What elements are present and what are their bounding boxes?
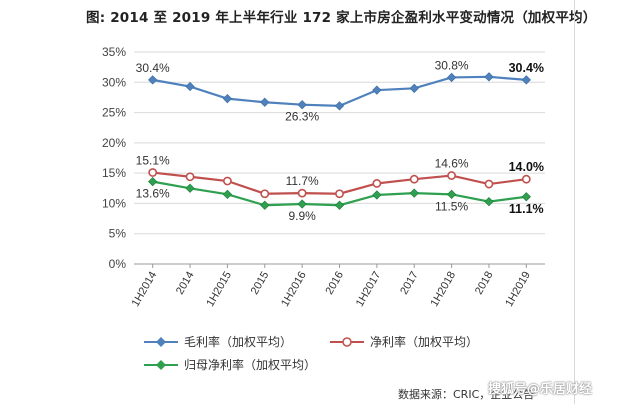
- data-point-1: [185, 172, 195, 182]
- data-point-1: [260, 189, 270, 199]
- legend-label-gross-margin: 毛利率（加权平均）: [184, 335, 293, 349]
- y-tick-label: 10%: [102, 196, 126, 210]
- data-label: 11.7%: [286, 174, 319, 188]
- data-point-2: [297, 199, 307, 209]
- data-point-0: [521, 75, 531, 85]
- data-point-2: [521, 192, 531, 202]
- legend-marker-gross-margin: [144, 336, 178, 347]
- y-tick-label: 0%: [109, 257, 127, 271]
- data-point-0: [222, 94, 233, 104]
- data-label: 30.8%: [435, 58, 469, 72]
- data-label: 30.4%: [136, 61, 170, 75]
- data-label: 11.5%: [435, 199, 468, 213]
- data-label: 26.3%: [285, 110, 319, 124]
- data-point-0: [334, 101, 345, 111]
- data-point-2: [222, 189, 233, 199]
- data-point-2: [409, 188, 419, 198]
- x-tick-label: 2016: [323, 270, 346, 297]
- data-label: 13.6%: [136, 187, 170, 201]
- data-point-0: [484, 72, 494, 82]
- x-tick-label: 1H2016: [279, 270, 309, 309]
- x-tick-label: 1H2019: [503, 270, 533, 309]
- data-label: 15.1%: [136, 154, 170, 168]
- x-tick-label: 1H2014: [130, 270, 160, 309]
- data-point-2: [446, 189, 457, 199]
- y-tick-label: 15%: [102, 166, 126, 180]
- data-point-1: [335, 189, 344, 199]
- x-tick-label: 2018: [473, 270, 496, 297]
- x-tick-label: 1H2017: [354, 270, 384, 309]
- legend-label-net-margin: 净利率（加权平均）: [370, 335, 479, 349]
- data-point-0: [260, 97, 270, 107]
- data-label: 30.4%: [509, 61, 544, 75]
- data-label: 9.9%: [288, 209, 316, 223]
- legend-item-gross-margin: 毛利率（加权平均）: [144, 333, 292, 350]
- x-tick-label: 1H2015: [204, 270, 234, 309]
- data-point-2: [260, 200, 270, 210]
- data-point-2: [148, 176, 158, 187]
- x-tick-label: 2017: [398, 270, 421, 297]
- data-point-1: [447, 171, 456, 180]
- y-tick-label: 20%: [102, 136, 126, 150]
- data-point-2: [185, 183, 195, 193]
- legend-marker-net-margin: [330, 336, 364, 347]
- data-label: 11.1%: [509, 202, 544, 216]
- x-tick-label: 1H2018: [429, 270, 459, 309]
- data-label: 14.6%: [435, 157, 469, 171]
- legend-label-attributable-net-margin: 归母净利率（加权平均）: [184, 358, 317, 372]
- chart-title: 图: 2014 至 2019 年上半年行业 172 家上市房企盈利水平变动情况（…: [86, 10, 597, 26]
- legend-item-attributable-net-margin: 归母净利率（加权平均）: [144, 356, 316, 373]
- data-point-2: [334, 200, 345, 210]
- data-source: 数据来源：CRIC，企业公告: [398, 388, 535, 401]
- data-point-1: [297, 188, 307, 198]
- divider-line: [574, 0, 575, 404]
- y-tick-label: 5%: [109, 227, 127, 241]
- legend-marker-attributable-net-margin: [144, 359, 178, 370]
- x-tick-label: 2014: [174, 270, 197, 297]
- data-point-0: [297, 100, 307, 110]
- data-point-1: [223, 176, 232, 186]
- data-point-1: [521, 174, 531, 184]
- data-point-1: [409, 174, 419, 184]
- data-point-0: [446, 72, 457, 83]
- legend-item-net-margin: 净利率（加权平均）: [330, 333, 478, 350]
- data-point-1: [484, 179, 494, 189]
- y-tick-label: 30%: [102, 75, 126, 89]
- data-point-0: [372, 85, 382, 95]
- data-point-0: [409, 83, 419, 93]
- data-point-1: [372, 179, 382, 188]
- data-point-0: [185, 81, 195, 92]
- data-point-1: [148, 168, 158, 177]
- data-point-2: [372, 190, 382, 200]
- data-point-0: [148, 75, 158, 85]
- x-tick-label: 2015: [249, 270, 272, 297]
- y-tick-label: 35%: [102, 45, 126, 59]
- y-tick-label: 25%: [102, 106, 126, 120]
- data-point-2: [484, 196, 494, 207]
- data-label: 14.0%: [509, 160, 544, 174]
- watermark: 搜狐号@乐居财经: [488, 382, 593, 397]
